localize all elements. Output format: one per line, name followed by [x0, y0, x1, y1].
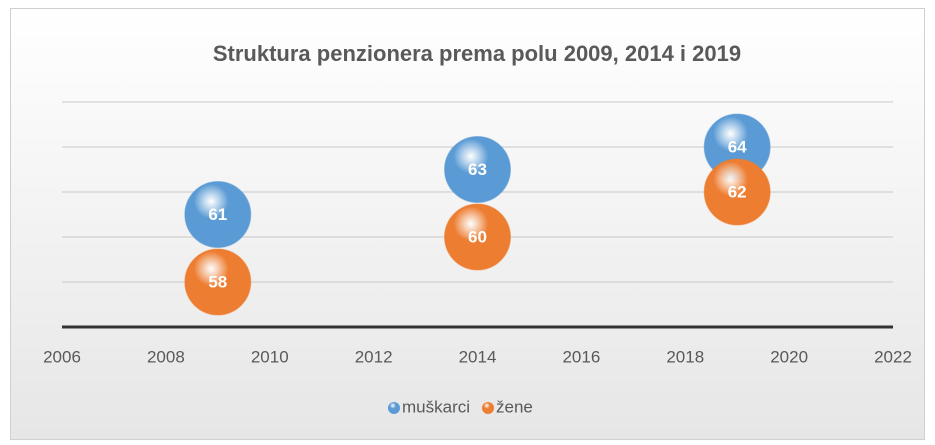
data-label: 64: [728, 137, 747, 156]
x-tick-label: 2012: [355, 347, 393, 366]
x-tick-label: 2008: [147, 347, 185, 366]
data-label: 62: [728, 182, 747, 201]
bubble: [444, 136, 511, 203]
legend-marker: [388, 402, 400, 414]
x-tick-label: 2022: [874, 347, 912, 366]
x-tick-label: 2014: [459, 347, 497, 366]
chart-title: Struktura penzionera prema polu 2009, 20…: [213, 41, 741, 66]
data-label: 61: [208, 205, 227, 224]
legend-label: žene: [496, 397, 533, 416]
legend-label: muškarci: [402, 397, 470, 416]
legend-marker: [482, 402, 495, 414]
x-tick-label: 2006: [43, 347, 81, 366]
bubble: [444, 203, 511, 271]
x-tick-label: 2010: [251, 347, 289, 366]
data-label: 63: [468, 160, 487, 179]
x-tick-label: 2020: [770, 347, 808, 366]
bubble: [184, 181, 252, 248]
data-label: 58: [208, 272, 227, 291]
data-label: 60: [468, 227, 487, 246]
bubble: [703, 158, 771, 226]
x-tick-label: 2016: [562, 347, 600, 366]
bubble: [184, 248, 252, 316]
x-tick-label: 2018: [666, 347, 704, 366]
